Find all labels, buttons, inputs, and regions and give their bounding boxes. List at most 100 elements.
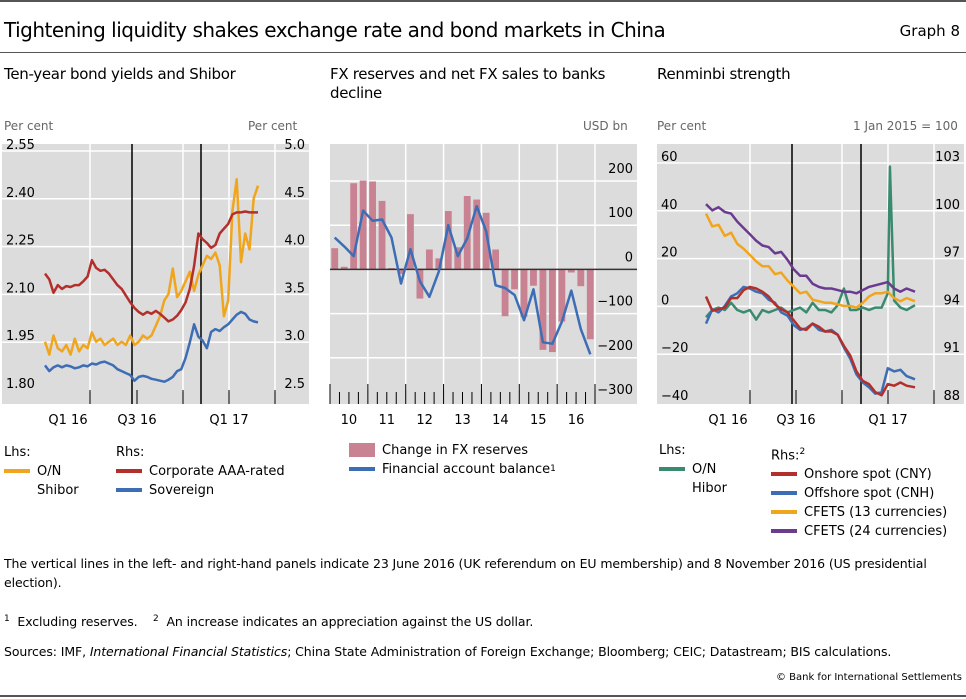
bar-fx-reserves [473, 199, 481, 270]
footnote2-mark: 2 [153, 614, 159, 624]
bar-fx-reserves [567, 269, 575, 273]
x-tick-label: Q1 17 [868, 413, 907, 428]
bar-fx-reserves [359, 180, 367, 270]
legend-swatch [771, 529, 797, 534]
bar-fx-reserves [444, 211, 452, 270]
bar-fx-reserves [407, 214, 414, 270]
series-line-onshore-spot-cny- [704, 285, 916, 397]
y-left-tick-label: 2.25 [6, 234, 35, 249]
y-right-tick-label: 94 [943, 293, 960, 308]
chart-title: Tightening liquidity shakes exchange rat… [4, 18, 666, 42]
y-right-tick-label: 97 [943, 246, 960, 261]
y-right-tick-label: 103 [935, 150, 960, 165]
legend-lhs-header: Lhs: [659, 443, 686, 458]
panel1-title: Ten-year bond yields and Shibor [4, 65, 236, 83]
series-line-o-n-shibor [43, 178, 260, 356]
bar-fx-reserves [416, 269, 424, 299]
panel2-right-unit: USD bn [583, 119, 628, 133]
footnote1-text: Excluding reserves. [17, 614, 138, 630]
legend-item-shibor: O/N Shibor [4, 462, 79, 500]
footnote2-text: An increase indicates an appreciation ag… [166, 614, 534, 630]
y-left-tick-label: 2.40 [6, 186, 35, 201]
y-left-tick-label: 1.95 [6, 329, 35, 344]
footnote1-mark: 1 [4, 614, 10, 624]
panel1-legend-lhs: Lhs: O/N Shibor [4, 443, 79, 500]
x-tick-label: 11 [379, 413, 396, 428]
panel2-chart: 200 100 0 −100 −200 −300 10 11 12 13 14 15 16 [329, 144, 637, 428]
series-line-sovereign [44, 310, 259, 383]
bar-fx-reserves [482, 212, 490, 270]
legend-swatch [116, 488, 142, 492]
bar-fx-reserves [463, 196, 471, 270]
bar-fx-reserves [397, 269, 405, 274]
x-tick-label: 14 [492, 413, 509, 428]
legend-rhs-header: Rhs:2 [771, 443, 947, 465]
legend-item-fx-reserves: Change in FX reserves [349, 441, 556, 460]
series-line-cfets-24-currencies- [705, 203, 916, 295]
plot-background [657, 144, 964, 404]
legend-label: Sovereign [149, 483, 215, 498]
bar-fx-reserves [539, 269, 547, 350]
y-right-tick-label: 2.5 [284, 377, 305, 392]
legend-label: O/N Hibor [692, 462, 727, 496]
bar-fx-reserves [511, 269, 518, 290]
legend-label: Offshore spot (CNH) [804, 486, 935, 502]
legend-item-cfets13: CFETS (13 currencies) [771, 503, 947, 522]
legend-label: Onshore spot (CNY) [804, 467, 932, 483]
y-left-tick-label: 2.55 [6, 138, 35, 153]
y-tick-label: −100 [597, 295, 633, 310]
legend-swatch [349, 467, 375, 471]
y-right-tick-label: 5.0 [284, 138, 305, 153]
panel3-left-unit: Per cent [657, 119, 707, 133]
panel1-chart: 2.55 5.0 2.40 4.5 2.25 4.0 2.10 3.5 1.95 3.0 1.80 2… [2, 138, 309, 428]
y-right-tick-label: 91 [943, 341, 960, 356]
bar-fx-reserves [549, 269, 556, 353]
series-line-financial-account-balance [333, 204, 592, 355]
y-left-tick-label: 1.80 [6, 377, 35, 392]
footnote-mark: 2 [799, 447, 806, 457]
sources-prefix: Sources: IMF, [4, 644, 90, 659]
graph-number: Graph 8 [899, 22, 960, 40]
bar-fx-reserves [369, 181, 376, 270]
panel3-right-unit: 1 Jan 2015 = 100 [853, 119, 958, 133]
legend-item-cny: Onshore spot (CNY) [771, 465, 947, 484]
panel1-left-unit: Per cent [4, 119, 54, 133]
legend-item-sovereign: Sovereign [116, 481, 285, 500]
sources-suffix: ; China State Administration of Foreign … [287, 644, 892, 659]
bar-fx-reserves [530, 269, 537, 286]
series-line-cfets-13-currencies- [704, 213, 916, 309]
sources-italic: International Financial Statistics [89, 644, 288, 659]
panel3-title: Renminbi strength [657, 65, 791, 83]
bar-fx-reserves [378, 200, 386, 270]
legend-swatch [659, 467, 685, 471]
legend-label: Financial account balance [382, 462, 551, 477]
footnote-mark: 1 [550, 464, 556, 474]
legend-lhs-header: Lhs: [4, 445, 31, 460]
legend-item-hibor: O/N Hibor [659, 460, 732, 498]
bar-fx-reserves [425, 249, 433, 270]
legend-label: Corporate AAA-rated [149, 464, 285, 479]
legend-swatch [349, 443, 375, 457]
bar-fx-reserves [577, 269, 585, 287]
footnotes: 1 Excluding reserves. 2 An increase indi… [4, 610, 533, 631]
panel1-legend-rhs: Rhs: Corporate AAA-rated Sovereign [116, 443, 285, 500]
legend-rhs-label: Rhs: [771, 448, 800, 464]
panel2-legend: Change in FX reserves Financial account … [349, 441, 556, 479]
y-right-tick-label: 3.0 [284, 329, 305, 344]
bar-fx-reserves [454, 247, 462, 270]
legend-item-corporate: Corporate AAA-rated [116, 462, 285, 481]
y-left-tick-label: 20 [661, 246, 678, 261]
y-right-tick-label: 100 [935, 198, 960, 213]
title-rule [0, 52, 966, 53]
bar-fx-reserves [558, 269, 566, 322]
y-right-tick-label: 88 [943, 389, 960, 404]
panel3-legend-rhs: Rhs:2 Onshore spot (CNY) Offshore spot (… [771, 443, 947, 541]
x-tick-label: 10 [341, 413, 358, 428]
panel3-chart: 60 103 40 100 20 97 0 94 −20 91 −40 88 Q1 16 Q3 16 Q1 … [657, 144, 964, 428]
bottom-rule [0, 695, 966, 697]
copyright: © Bank for International Settlements [775, 672, 962, 683]
series-line-o-n-hibor [705, 165, 916, 321]
bar-fx-reserves [331, 248, 339, 270]
legend-label: O/N Shibor [37, 464, 79, 498]
y-right-tick-label: 4.0 [284, 234, 305, 249]
